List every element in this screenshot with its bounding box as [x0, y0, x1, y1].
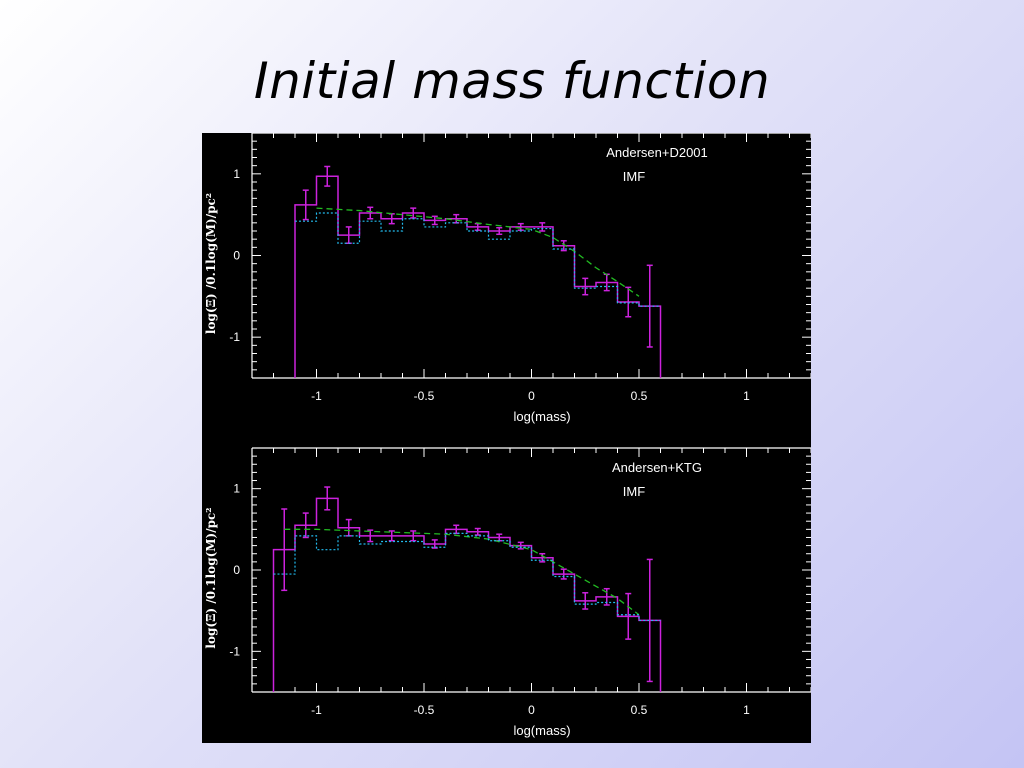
- x-tick-label: 0.5: [631, 389, 648, 403]
- panel-subannotation: IMF: [623, 169, 645, 184]
- x-axis-label: log(mass): [513, 409, 570, 424]
- imf-figure: -1 -0.5 0 0.5 1 1 0 -1 log(mass) log(Ξ) /0.1log(M…: [204, 133, 811, 738]
- x-tick-label: 1: [743, 703, 750, 717]
- y-tick-label: -1: [229, 330, 240, 344]
- y-tick-label: 1: [233, 482, 240, 496]
- y-tick-label: -1: [229, 644, 240, 658]
- panel-annotation: Andersen+D2001: [606, 145, 708, 160]
- x-tick-label: -0.5: [414, 389, 435, 403]
- panel-annotation: Andersen+KTG: [612, 460, 702, 475]
- y-tick-label: 0: [233, 249, 240, 263]
- y-tick-label: 1: [233, 167, 240, 181]
- dotted-histogram-series: [295, 212, 661, 307]
- x-tick-label: 0: [528, 389, 535, 403]
- x-axis-label: log(mass): [513, 723, 570, 738]
- histogram-series: [272, 497, 662, 692]
- y-axis-label: log(Ξ) /0.1log(M)/pc²: [204, 193, 218, 334]
- dashed-model-series: [316, 207, 640, 297]
- dotted-histogram-series: [273, 532, 661, 622]
- x-tick-label: -0.5: [414, 703, 435, 717]
- histogram-series: [294, 175, 662, 378]
- figure-panel: -1 -0.5 0 0.5 1 1 0 -1 log(mass) log(Ξ) /0.1log(M…: [202, 133, 811, 743]
- x-tick-label: 0: [528, 703, 535, 717]
- y-axis-label: log(Ξ) /0.1log(M)/pc²: [204, 507, 218, 648]
- x-tick-label: 1: [743, 389, 750, 403]
- y-tick-label: 0: [233, 563, 240, 577]
- x-tick-label: -1: [311, 389, 322, 403]
- x-tick-label: 0.5: [631, 703, 648, 717]
- panel-subannotation: IMF: [623, 484, 645, 499]
- x-tick-label: -1: [311, 703, 322, 717]
- slide-title: Initial mass function: [253, 52, 771, 110]
